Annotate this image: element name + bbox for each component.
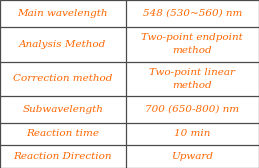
Text: Main wavelength: Main wavelength — [18, 9, 108, 18]
Text: 10 min: 10 min — [174, 129, 211, 138]
Text: Reaction time: Reaction time — [26, 129, 99, 138]
Text: 548 (530~560) nm: 548 (530~560) nm — [143, 9, 242, 18]
Text: Correction method: Correction method — [13, 74, 112, 83]
Text: 700 (650-800) nm: 700 (650-800) nm — [145, 105, 239, 114]
Text: Reaction Direction: Reaction Direction — [13, 152, 112, 161]
Text: Upward: Upward — [171, 152, 213, 161]
Text: Two-point endpoint
method: Two-point endpoint method — [141, 33, 243, 55]
Text: Analysis Method: Analysis Method — [19, 40, 106, 49]
Text: Two-point linear
method: Two-point linear method — [149, 68, 235, 90]
Text: Subwavelength: Subwavelength — [22, 105, 103, 114]
